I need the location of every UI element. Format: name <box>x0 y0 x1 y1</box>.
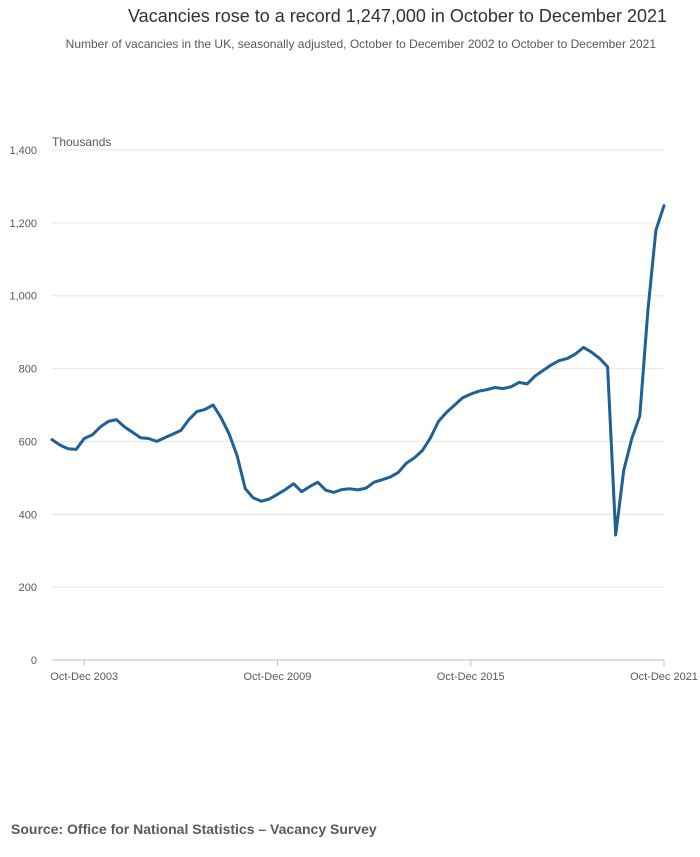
source-note: Source: Office for National Statistics –… <box>11 821 377 837</box>
line-chart: 0 200 400 600 800 1,000 1,200 1,400 Oct-Dec 2003… <box>9 135 697 683</box>
x-tick-label: Oct-Dec 2003 <box>50 671 118 683</box>
y-tick-label: 1,200 <box>9 218 37 230</box>
gridlines <box>52 149 664 588</box>
x-tick-label: Oct-Dec 2009 <box>244 671 312 683</box>
y-axis-unit-label: Thousands <box>52 135 111 149</box>
y-tick-label: 0 <box>31 655 37 667</box>
y-tick-label: 1,000 <box>9 291 37 303</box>
axes <box>52 659 665 666</box>
series-line <box>50 204 666 537</box>
chart-subtitle: Number of vacancies in the UK, seasonall… <box>65 37 656 51</box>
x-tick-label: Oct-Dec 2021 <box>630 671 698 683</box>
y-tick-label: 400 <box>19 509 37 521</box>
y-tick-label: 800 <box>19 364 37 376</box>
chart-title: Vacancies rose to a record 1,247,000 in … <box>128 6 667 26</box>
labels: 0 200 400 600 800 1,000 1,200 1,400 Oct-Dec 2003… <box>9 135 697 683</box>
series <box>50 204 666 537</box>
x-tick-label: Oct-Dec 2015 <box>437 671 505 683</box>
y-tick-label: 200 <box>19 582 37 594</box>
y-tick-label: 1,400 <box>9 145 37 157</box>
y-tick-label: 600 <box>19 436 37 448</box>
